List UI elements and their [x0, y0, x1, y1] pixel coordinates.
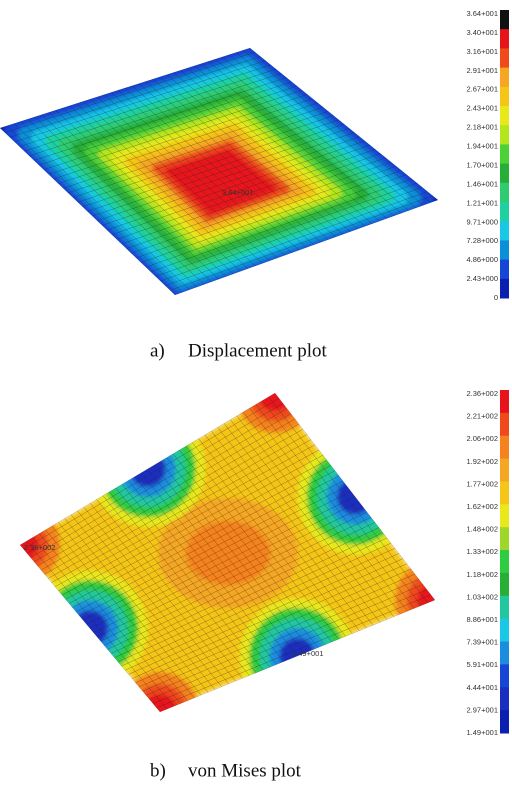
colorbar: 2.36+002 2.21+002 2.06+002 1.92+002 1.77+002… [467, 389, 510, 737]
colorbar-swatch [500, 68, 509, 88]
colorbar-swatch [500, 550, 509, 573]
colorbar-label: 1.94+001 [467, 142, 499, 151]
colorbar-swatch [500, 125, 509, 145]
colorbar-swatch [500, 527, 509, 550]
colorbar-swatch [500, 504, 509, 527]
contour-fill [0, 48, 438, 295]
colorbar-label: 2.36+002 [467, 389, 499, 398]
colorbar-label: 4.44+001 [467, 683, 499, 692]
colorbar-label: 1.18+002 [467, 570, 499, 579]
plot-label: 2.36+002 [24, 543, 56, 552]
caption-label: a) [150, 340, 165, 361]
colorbar-label: 3.40+001 [467, 28, 499, 37]
colorbar-label: 2.43+000 [467, 274, 499, 283]
colorbar-label: 9.71+000 [467, 217, 499, 226]
colorbar-label: 4.86+000 [467, 255, 499, 264]
plot-label: 1.49+001 [292, 649, 324, 658]
colorbar-swatch [500, 260, 509, 280]
colorbar-swatch [500, 664, 509, 687]
page: 3.64+001 2.36+002 1.49+001 a) Displacemen… [0, 0, 512, 792]
colorbar-swatch [500, 87, 509, 107]
colorbar: 3.64+001 3.40+001 3.16+001 2.91+001 2.67+001… [467, 9, 510, 302]
colorbar-swatch [500, 642, 509, 665]
colorbar-label: 2.21+002 [467, 412, 499, 421]
colorbar-swatch [500, 573, 509, 596]
colorbar-swatch [500, 413, 509, 436]
colorbar-label: 7.39+001 [467, 638, 499, 647]
colorbar-swatch [500, 390, 509, 413]
colorbar-label: 2.18+001 [467, 123, 499, 132]
colorbar-swatch [500, 164, 509, 184]
colorbar-label: 0 [494, 293, 498, 302]
colorbar-label: 3.64+001 [467, 9, 499, 18]
plot-label: 3.64+001 [222, 188, 254, 197]
colorbar-label: 3.16+001 [467, 47, 499, 56]
colorbar-swatch [500, 481, 509, 504]
colorbar-label: 5.91+001 [467, 660, 499, 669]
colorbar-swatch [500, 710, 509, 733]
figure: 3.64+001 2.36+002 1.49+001 a) Displacemen… [0, 0, 512, 792]
colorbar-label: 2.97+001 [467, 705, 499, 714]
colorbar-swatch [500, 687, 509, 710]
colorbar-label: 1.48+002 [467, 525, 499, 534]
caption: Displacement plot [188, 340, 327, 361]
colorbar-label: 1.49+001 [467, 728, 499, 737]
colorbar-swatch [500, 240, 509, 260]
colorbar-label: 2.43+001 [467, 104, 499, 113]
colorbar-label: 2.67+001 [467, 85, 499, 94]
colorbar-label: 1.03+002 [467, 592, 499, 601]
colorbar-swatch [500, 619, 509, 642]
colorbar-swatch [500, 106, 509, 126]
colorbar-swatch [500, 459, 509, 482]
colorbar-label: 2.91+001 [467, 66, 499, 75]
colorbar-label: 1.46+001 [467, 179, 499, 188]
contours [0, 353, 475, 752]
colorbar-swatch [500, 29, 509, 49]
colorbar-swatch [500, 596, 509, 619]
colorbar-swatch [500, 144, 509, 164]
colorbar-label: 1.92+002 [467, 457, 499, 466]
colorbar-swatch [500, 436, 509, 459]
caption: von Mises plot [188, 760, 302, 781]
colorbar-label: 2.06+002 [467, 434, 499, 443]
colorbar-label: 1.21+001 [467, 198, 499, 207]
caption-label: b) [150, 760, 166, 781]
colorbar-label: 1.33+002 [467, 547, 499, 556]
colorbar-label: 1.77+002 [467, 479, 499, 488]
colorbar-swatch [500, 202, 509, 222]
colorbar-label: 7.28+000 [467, 236, 499, 245]
colorbar-swatch [500, 279, 509, 299]
colorbar-swatch [500, 183, 509, 203]
colorbar-swatch [500, 10, 509, 30]
colorbar-swatch [500, 221, 509, 241]
contours [0, 48, 438, 295]
contour-fill [0, 353, 475, 752]
displacement-plot: 3.64+001 [0, 48, 438, 295]
von-mises-plot: 2.36+002 1.49+001 [0, 353, 475, 752]
colorbar-swatch [500, 48, 509, 68]
colorbar-label: 8.86+001 [467, 615, 499, 624]
colorbar-label: 1.62+002 [467, 502, 499, 511]
colorbar-label: 1.70+001 [467, 160, 499, 169]
